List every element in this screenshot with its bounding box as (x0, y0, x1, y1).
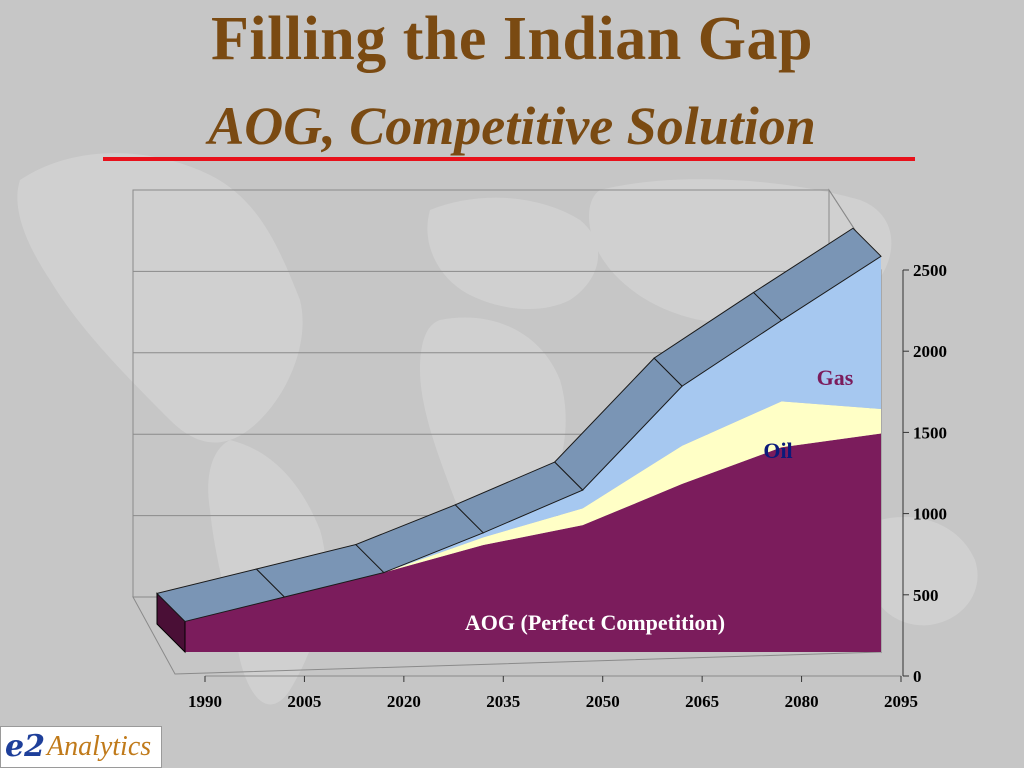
x-tick-label: 2050 (586, 692, 620, 711)
y-axis: 0 500 1000 1500 2000 2500 (902, 261, 947, 686)
x-tick-label: 2020 (387, 692, 421, 711)
x-tick-label: 2005 (287, 692, 321, 711)
x-axis: 1990 2005 2020 2035 2050 2065 2080 2095 (188, 676, 918, 711)
chart-top-face (156, 227, 882, 622)
y-tick-label: 1500 (913, 423, 947, 442)
logo-mark: e2 (5, 729, 45, 764)
top-face-segment (752, 227, 882, 322)
x-tick-label: 2080 (785, 692, 819, 711)
slide-title: Filling the Indian Gap (211, 5, 813, 73)
series-label-1: Oil (763, 438, 792, 463)
y-tick-label: 1000 (913, 505, 947, 524)
logo-text: Analytics (46, 731, 152, 762)
y-tick-label: 2500 (913, 261, 947, 280)
title-underline (103, 157, 915, 161)
y-tick-label: 0 (913, 667, 922, 686)
x-tick-label: 2035 (486, 692, 520, 711)
e2-analytics-logo: e2 Analytics (0, 726, 162, 768)
y-tick-label: 500 (913, 586, 939, 605)
series-label-0: AOG (Perfect Competition) (465, 610, 725, 635)
chart-series-labels: AOG (Perfect Competition) Oil Gas (465, 365, 854, 635)
x-tick-label: 2095 (884, 692, 918, 711)
y-tick-label: 2000 (913, 342, 947, 361)
x-tick-label: 1990 (188, 692, 222, 711)
x-tick-label: 2065 (685, 692, 719, 711)
area-0 (185, 433, 881, 652)
series-label-2: Gas (817, 365, 854, 390)
slide-subtitle: AOG, Competitive Solution (208, 96, 816, 156)
area-1 (185, 401, 881, 622)
